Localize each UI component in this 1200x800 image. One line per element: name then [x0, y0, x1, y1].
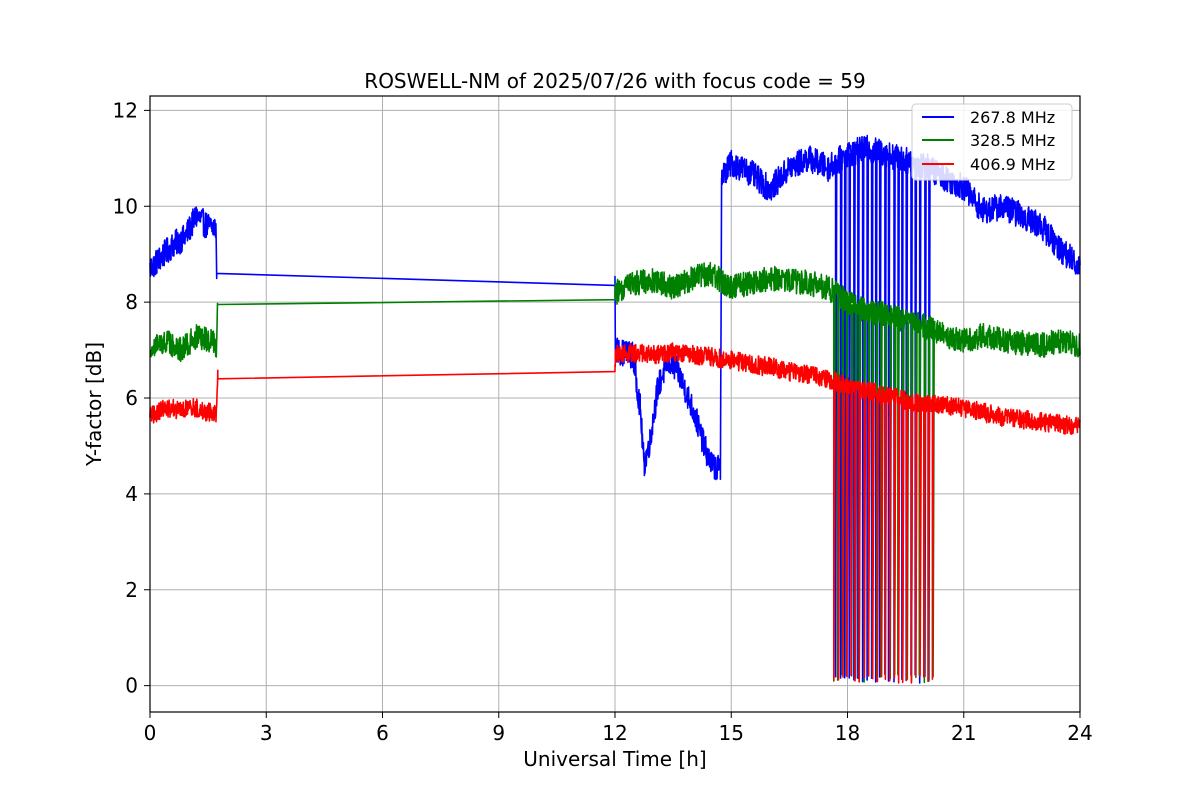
y-tick-label: 10 — [113, 194, 138, 218]
legend-label-406: 406.9 MHz — [970, 155, 1055, 174]
series-line-406-9 — [149, 342, 1081, 684]
legend-label-267: 267.8 MHz — [970, 108, 1055, 127]
x-tick-label: 21 — [951, 721, 976, 745]
y-axis-label: Y-factor [dB] — [82, 342, 106, 467]
x-tick-label: 9 — [492, 721, 505, 745]
x-tick-label: 15 — [719, 721, 744, 745]
legend-box — [911, 103, 1073, 181]
y-tick-label: 4 — [125, 482, 138, 506]
y-tick-label: 12 — [113, 98, 138, 122]
y-tick-label: 2 — [125, 578, 138, 602]
x-axis-label: Universal Time [h] — [523, 747, 706, 771]
legend: 267.8 MHz 328.5 MHz 406.9 MHz — [911, 103, 1073, 181]
x-tick-label: 18 — [835, 721, 860, 745]
x-tick-label: 0 — [144, 721, 157, 745]
x-tick-label: 6 — [376, 721, 389, 745]
x-tick-label: 3 — [260, 721, 273, 745]
x-tick-label: 24 — [1067, 721, 1092, 745]
y-tick-label: 0 — [125, 674, 138, 698]
y-tick-label: 8 — [125, 290, 138, 314]
chart-title: ROSWELL-NM of 2025/07/26 with focus code… — [364, 69, 865, 93]
x-tick-label: 12 — [602, 721, 627, 745]
y-tick-label: 6 — [125, 386, 138, 410]
series-lines — [149, 134, 1081, 684]
legend-label-328: 328.5 MHz — [970, 131, 1055, 150]
